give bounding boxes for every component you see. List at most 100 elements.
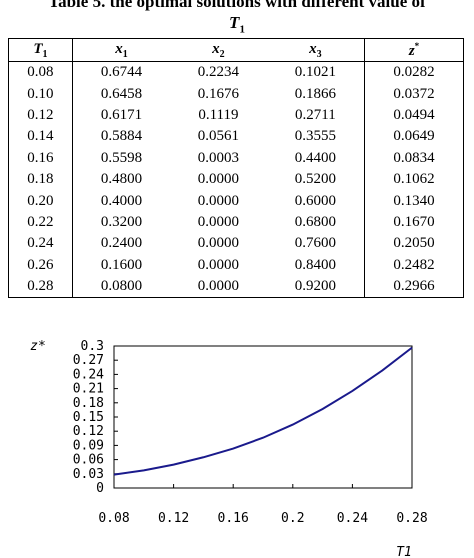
table-cell: 0.4800	[100, 171, 143, 188]
table-cell: 0.4400	[294, 149, 336, 166]
header-var: x	[309, 40, 317, 57]
header-sub: 2	[219, 48, 225, 60]
table-cell: 0.0000	[197, 235, 240, 252]
y-tick-label: 0.12	[73, 424, 104, 439]
y-tick-label: 0.15	[73, 410, 104, 425]
header-sub: 1	[42, 48, 48, 60]
table-cell: 0.2234	[197, 64, 240, 81]
table-cell: 0.4000	[100, 192, 143, 209]
subtitle-var: T	[229, 13, 240, 32]
series-line	[113, 346, 413, 476]
table-cell: 0.3555	[294, 128, 336, 145]
results-table: T1 x1 x2 x3 z* 0.08 0.6744 0.2234 0.1021 0.0…	[8, 38, 464, 299]
y-tick-label: 0.21	[73, 382, 104, 397]
table-cell: 0.1021	[294, 64, 336, 81]
table-cell: 0.08	[8, 61, 73, 84]
table-cell: 0.18	[8, 168, 73, 191]
table-row: 0.10 0.6458 0.1676 0.1866 0.0372	[8, 83, 464, 105]
header-x3: x3	[266, 38, 365, 62]
table-cell: 0.0000	[197, 192, 240, 209]
table-row: 0.16 0.5598 0.0003 0.4400 0.0834	[8, 147, 464, 169]
table-cell: 0.12	[8, 104, 73, 127]
table-cell: 0.14	[8, 126, 73, 148]
table-cell: 0.6744	[100, 64, 143, 81]
table-cell: 0.9200	[266, 275, 365, 299]
y-tick-label: 0.27	[73, 353, 104, 368]
x-tick-label: 0.2	[281, 511, 304, 526]
table-cell: 0.6458	[100, 85, 143, 102]
table-cell: 0.0000	[170, 275, 267, 299]
header-z: z*	[364, 38, 464, 62]
header-var: x	[115, 40, 123, 57]
table-row: 0.26 0.1600 0.0000 0.8400 0.2482	[8, 254, 464, 276]
table-row: 0.18 0.4800 0.0000 0.5200 0.1062	[8, 168, 464, 191]
y-tick-label: 0.06	[73, 453, 104, 468]
table-cell: 0.22	[8, 211, 73, 234]
table-cell: 0.2400	[100, 235, 143, 252]
x-tick-label: 0.12	[158, 511, 189, 526]
table-cell: 0.26	[8, 254, 73, 276]
table-cell: 0.0372	[364, 83, 464, 105]
table-cell: 0.16	[8, 147, 73, 169]
header-sub: 3	[316, 48, 322, 60]
x-tick-label: 0.16	[218, 511, 249, 526]
table-cell: 0.1600	[100, 256, 143, 273]
table-cell: 0.5200	[294, 171, 336, 188]
header-sup: *	[414, 40, 420, 51]
table-row: 0.22 0.3200 0.0000 0.6800 0.1670	[8, 211, 464, 234]
table-cell: 0.0834	[364, 147, 464, 169]
table-cell: 0.1676	[197, 85, 240, 102]
header-var: z	[408, 42, 415, 59]
table-cell: 0.0000	[197, 256, 240, 273]
table-row: 0.08 0.6744 0.2234 0.1021 0.0282	[8, 61, 464, 84]
table-cell: 0.5598	[100, 149, 143, 166]
y-axis-label: z*	[30, 339, 46, 354]
table-row: 0.12 0.6171 0.1119 0.2711 0.0494	[8, 104, 464, 127]
table-cell: 0.7600	[294, 235, 336, 252]
y-tick-label: 0.3	[81, 339, 104, 354]
header-sub: 1	[122, 48, 128, 60]
header-t1: T1	[8, 38, 73, 62]
table-cell: 0.8400	[294, 256, 336, 273]
x-tick-label: 0.28	[396, 511, 427, 526]
table-cell: 0.0649	[364, 126, 464, 148]
table-title: Table 5. the optimal solutions with diff…	[48, 0, 426, 11]
header-var: x	[212, 40, 220, 57]
table-row: 0.20 0.4000 0.0000 0.6000 0.1340	[8, 190, 464, 212]
table-cell: 0.6171	[100, 106, 143, 123]
subtitle-sub: 1	[239, 23, 245, 36]
table-cell: 0.0000	[197, 171, 240, 188]
table-subtitle: T1	[0, 13, 474, 39]
table-cell: 0.0800	[72, 275, 171, 299]
table-cell: 0.0282	[364, 61, 464, 84]
table-row: 0.28 0.0800 0.0000 0.9200 0.2966	[8, 275, 464, 299]
table-cell: 0.1119	[198, 106, 239, 123]
table-cell: 0.0000	[197, 213, 240, 230]
header-x1: x1	[72, 38, 171, 62]
x-tick-label: 0.08	[98, 511, 129, 526]
table-cell: 0.0561	[197, 128, 240, 145]
table-row: 0.24 0.2400 0.0000 0.7600 0.2050	[8, 233, 464, 255]
table-cell: 0.28	[8, 275, 73, 299]
y-tick-label: 0.03	[73, 467, 104, 482]
table-cell: 0.1340	[364, 190, 464, 212]
table-cell: 0.2711	[295, 106, 336, 123]
header-var: T	[33, 40, 43, 57]
table-cell: 0.6000	[294, 192, 336, 209]
table-cell: 0.24	[8, 233, 73, 255]
header-x2: x2	[170, 38, 267, 62]
table-header-row: T1 x1 x2 x3 z*	[8, 38, 464, 62]
table-cell: 0.2966	[364, 275, 464, 299]
y-tick-label: 0.24	[73, 367, 104, 382]
table-cell: 0.1670	[364, 211, 464, 234]
table-cell: 0.1866	[294, 85, 336, 102]
table-cell: 0.10	[8, 83, 73, 105]
y-tick-label: 0	[96, 481, 104, 496]
table-cell: 0.5884	[100, 128, 143, 145]
x-tick-label: 0.24	[337, 511, 368, 526]
y-tick-label: 0.09	[73, 438, 104, 453]
y-tick-label: 0.18	[73, 396, 104, 411]
table-cell: 0.0003	[197, 149, 240, 166]
table-row: 0.14 0.5884 0.0561 0.3555 0.0649	[8, 126, 464, 148]
table-cell: 0.1062	[364, 168, 464, 191]
